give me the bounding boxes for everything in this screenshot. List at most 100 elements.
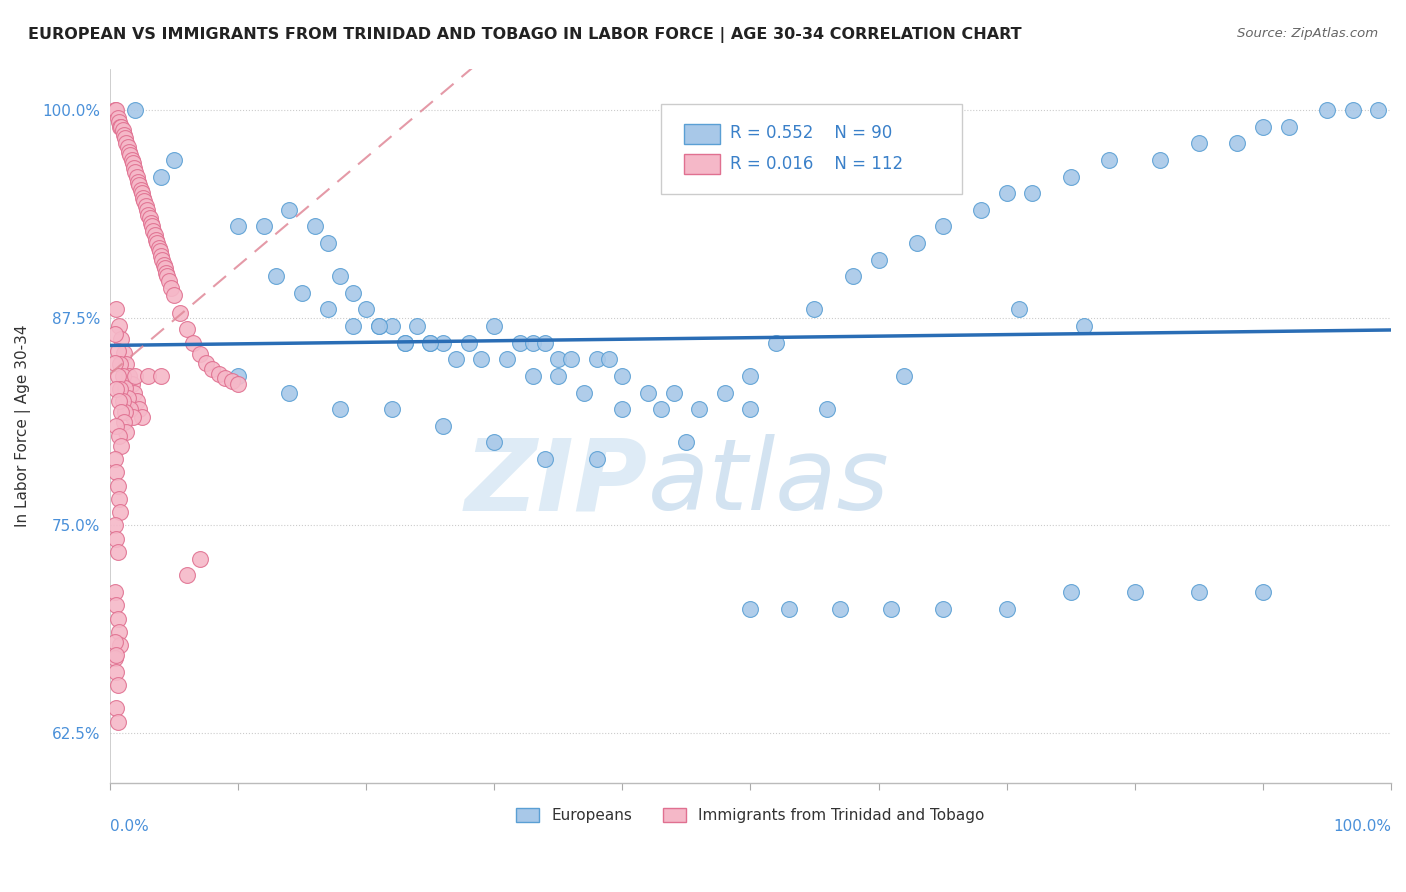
Point [108, 357, 131, 371]
Point [107, 714, 129, 729]
Point [107, 611, 129, 625]
Point [153, 260, 176, 275]
Y-axis label: In Labor Force | Age 30-34: In Labor Force | Age 30-34 [15, 325, 31, 527]
Point [124, 164, 146, 178]
Legend: Europeans, Immigrants from Trinidad and Tobago: Europeans, Immigrants from Trinidad and … [510, 802, 991, 829]
Point [120, 148, 142, 162]
Point [1060, 169, 1083, 184]
Point [1188, 136, 1211, 151]
Point [194, 356, 217, 370]
Point [482, 319, 505, 334]
Point [522, 368, 544, 383]
FancyBboxPatch shape [683, 154, 720, 174]
Point [1073, 319, 1095, 334]
Point [107, 478, 129, 492]
Point [522, 335, 544, 350]
Point [496, 352, 519, 367]
Point [688, 402, 710, 417]
Text: 0.0%: 0.0% [110, 819, 149, 834]
Point [136, 202, 159, 217]
Point [163, 287, 186, 301]
Point [880, 601, 903, 615]
Point [778, 601, 800, 615]
Point [105, 382, 128, 396]
Point [107, 368, 129, 383]
Point [316, 235, 339, 250]
Point [111, 368, 134, 383]
Point [662, 385, 685, 400]
Point [107, 114, 129, 128]
Point [893, 368, 915, 383]
Point [547, 352, 569, 367]
Point [115, 425, 138, 440]
FancyBboxPatch shape [661, 104, 962, 194]
Point [765, 335, 787, 350]
Point [105, 466, 128, 480]
Point [266, 269, 288, 284]
Point [155, 266, 177, 280]
Point [342, 319, 364, 334]
Point [176, 322, 198, 336]
Point [1226, 136, 1249, 151]
Point [1367, 103, 1389, 117]
Point [432, 335, 454, 350]
Point [188, 551, 211, 566]
Point [226, 219, 249, 234]
Point [104, 518, 127, 533]
Point [1341, 103, 1364, 117]
Point [150, 169, 173, 184]
Point [107, 545, 129, 559]
Point [129, 183, 152, 197]
Point [118, 145, 141, 159]
Point [105, 648, 128, 662]
Point [114, 405, 136, 419]
Point [1188, 585, 1211, 599]
Point [142, 224, 165, 238]
Point [104, 327, 127, 342]
Point [107, 393, 129, 408]
Point [560, 352, 582, 367]
Point [107, 678, 129, 692]
Point [547, 368, 569, 383]
Point [124, 103, 146, 117]
Point [650, 402, 672, 417]
Point [572, 385, 595, 400]
Point [132, 191, 155, 205]
Point [208, 368, 231, 382]
Point [145, 233, 167, 247]
Point [136, 368, 159, 383]
Point [148, 241, 170, 255]
Point [128, 402, 150, 417]
Point [367, 319, 389, 334]
Point [278, 202, 301, 217]
Point [419, 335, 441, 350]
Point [104, 651, 127, 665]
Point [176, 568, 198, 582]
Text: atlas: atlas [648, 434, 890, 532]
Point [381, 402, 404, 417]
Point [125, 393, 148, 408]
Point [146, 235, 169, 250]
Point [112, 128, 135, 142]
Point [105, 701, 128, 715]
Point [131, 410, 153, 425]
Point [118, 368, 141, 383]
Point [931, 219, 953, 234]
Text: R = 0.016    N = 112: R = 0.016 N = 112 [730, 154, 903, 172]
Point [482, 435, 505, 450]
Point [107, 491, 129, 506]
Point [1251, 120, 1274, 134]
Point [815, 402, 838, 417]
Point [830, 601, 852, 615]
Point [905, 235, 928, 250]
Point [1008, 302, 1031, 317]
Point [534, 452, 557, 467]
Point [114, 131, 136, 145]
Point [122, 410, 145, 425]
Point [104, 356, 127, 370]
Point [112, 416, 135, 430]
Point [122, 156, 145, 170]
Point [111, 123, 134, 137]
Point [128, 178, 150, 192]
Point [740, 402, 762, 417]
